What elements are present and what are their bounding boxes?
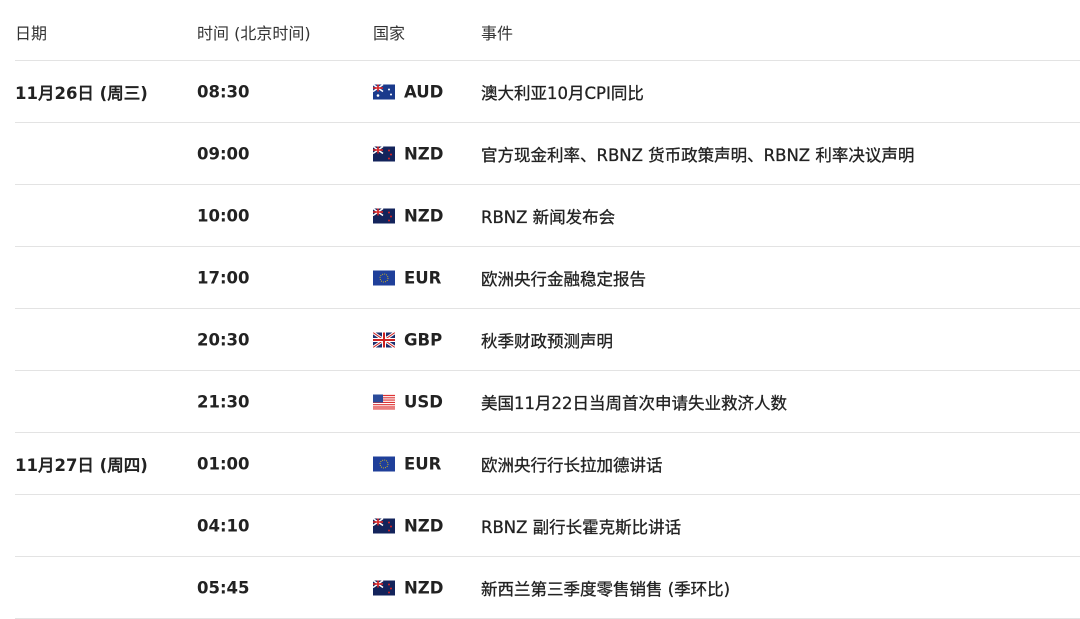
table-row: 10:00 NZD RBNZ 新闻发布会	[15, 185, 1080, 247]
time-cell: 10:00	[197, 206, 250, 225]
currency-cell: EUR	[404, 268, 442, 287]
table-row: 11月26日 (周三) 08:30 AUD 澳大利亚10月CPI同比	[15, 61, 1080, 123]
currency-cell: NZD	[404, 516, 444, 535]
table-row: 11月27日 (周四) 01:00 EUR 欧洲央行行长拉加德讲话	[15, 433, 1080, 495]
new-zealand-flag-icon	[373, 208, 395, 223]
table-row: 20:30 GBP 秋季财政预测声明	[15, 309, 1080, 371]
event-cell: RBNZ 副行长霍克斯比讲话	[481, 517, 682, 537]
table-row: 17:00 EUR 欧洲央行金融稳定报告	[15, 247, 1080, 309]
event-cell: RBNZ 新闻发布会	[481, 207, 616, 227]
table-row: 04:10 NZD RBNZ 副行长霍克斯比讲话	[15, 495, 1080, 557]
table-row: 05:45 NZD 新西兰第三季度零售销售 (季环比)	[15, 557, 1080, 619]
event-cell: 欧洲央行行长拉加德讲话	[481, 455, 663, 475]
time-cell: 08:30	[197, 82, 250, 101]
currency-cell: AUD	[404, 82, 444, 101]
time-cell: 04:10	[197, 516, 250, 535]
time-cell: 17:00	[197, 268, 250, 287]
new-zealand-flag-icon	[373, 146, 395, 161]
date-cell: 11月26日 (周三)	[15, 83, 148, 103]
header-date: 日期	[15, 24, 48, 43]
currency-cell: EUR	[404, 454, 442, 473]
time-cell: 21:30	[197, 392, 250, 411]
new-zealand-flag-icon	[373, 518, 395, 533]
header-country: 国家	[373, 24, 406, 43]
header-time: 时间 (北京时间)	[197, 24, 311, 43]
australia-flag-icon	[373, 84, 395, 99]
currency-cell: NZD	[404, 144, 444, 163]
event-cell: 澳大利亚10月CPI同比	[481, 83, 644, 103]
uk-flag-icon	[373, 332, 395, 347]
header-event: 事件	[481, 24, 514, 43]
time-cell: 20:30	[197, 330, 250, 349]
time-cell: 05:45	[197, 578, 250, 597]
event-cell: 秋季财政预测声明	[481, 331, 613, 351]
date-cell: 11月27日 (周四)	[15, 455, 148, 475]
currency-cell: GBP	[404, 330, 443, 349]
currency-cell: USD	[404, 392, 443, 411]
currency-cell: NZD	[404, 206, 444, 225]
event-cell: 官方现金利率、RBNZ 货币政策声明、RBNZ 利率决议声明	[481, 145, 915, 165]
table-header: 日期 时间 (北京时间) 国家 事件	[15, 0, 1080, 61]
eu-flag-icon	[373, 456, 395, 471]
currency-cell: NZD	[404, 578, 444, 597]
table-row: 09:00 NZD 官方现金利率、RBNZ 货币政策声明、RBNZ 利率决议声明	[15, 123, 1080, 185]
time-cell: 09:00	[197, 144, 250, 163]
new-zealand-flag-icon	[373, 580, 395, 595]
table-row: 21:30 USD 美国11月22日当周首次申请失业救济人数	[15, 371, 1080, 433]
us-flag-icon	[373, 394, 395, 409]
eu-flag-icon	[373, 270, 395, 285]
time-cell: 01:00	[197, 454, 250, 473]
event-cell: 欧洲央行金融稳定报告	[481, 269, 646, 289]
event-cell: 新西兰第三季度零售销售 (季环比)	[481, 579, 731, 599]
event-cell: 美国11月22日当周首次申请失业救济人数	[481, 393, 787, 413]
